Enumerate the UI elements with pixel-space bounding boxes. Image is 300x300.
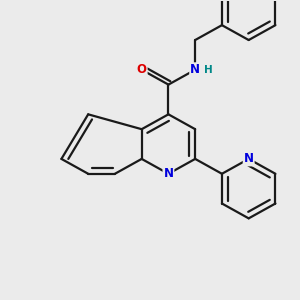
- Text: N: N: [190, 63, 200, 76]
- Text: O: O: [137, 63, 147, 76]
- Text: N: N: [164, 167, 173, 180]
- Text: N: N: [244, 152, 254, 165]
- Text: H: H: [204, 65, 213, 75]
